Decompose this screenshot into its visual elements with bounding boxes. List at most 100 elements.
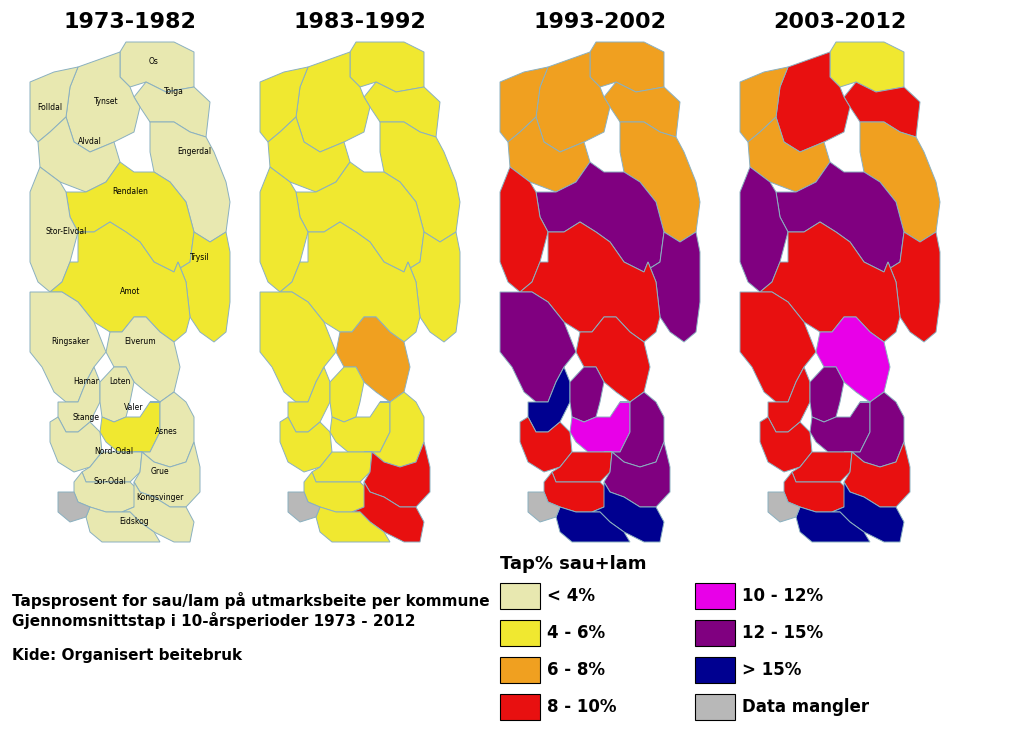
Polygon shape [508,117,590,192]
Polygon shape [604,392,664,467]
Polygon shape [590,42,664,92]
Text: Grue: Grue [151,467,169,476]
Text: 8 - 10%: 8 - 10% [547,698,616,716]
Polygon shape [58,492,90,522]
Text: Stor-Elvdal: Stor-Elvdal [45,228,87,237]
Polygon shape [792,452,852,482]
Text: 1973-1982: 1973-1982 [63,12,197,32]
Polygon shape [740,67,788,142]
Polygon shape [122,482,194,542]
Polygon shape [796,507,870,542]
Polygon shape [844,392,904,467]
Polygon shape [134,442,200,507]
Polygon shape [528,492,560,522]
Polygon shape [544,472,610,512]
Polygon shape [592,482,664,542]
Polygon shape [760,222,900,342]
Bar [500,694,540,720]
Polygon shape [844,82,920,137]
Polygon shape [644,232,700,342]
Text: Alvdal: Alvdal [78,138,102,147]
Polygon shape [740,292,816,402]
Text: Hamar: Hamar [73,377,99,386]
Bar [500,620,540,646]
Text: Data mangler: Data mangler [742,698,869,716]
Text: Kongsvinger: Kongsvinger [136,493,183,501]
Polygon shape [296,162,424,272]
Polygon shape [500,292,575,402]
Text: 6 - 8%: 6 - 8% [547,661,605,679]
Text: Tolga: Tolga [164,88,184,97]
Text: Tynset: Tynset [93,97,119,106]
Text: Engerdal: Engerdal [177,147,211,156]
Polygon shape [350,42,424,92]
Polygon shape [500,67,548,142]
Polygon shape [620,122,700,242]
Polygon shape [280,222,420,342]
Bar [500,657,540,683]
Text: Rendalen: Rendalen [112,187,147,196]
Polygon shape [316,507,390,542]
Polygon shape [810,367,844,422]
Polygon shape [604,82,680,137]
Text: 12 - 15%: 12 - 15% [742,624,823,642]
Polygon shape [830,42,904,92]
Polygon shape [816,317,890,402]
Polygon shape [570,402,630,452]
Polygon shape [50,222,190,342]
Polygon shape [260,292,336,402]
Polygon shape [352,482,424,542]
Text: Kide: Organisert beitebruk: Kide: Organisert beitebruk [12,648,242,663]
Polygon shape [134,392,194,467]
Polygon shape [575,317,650,402]
Polygon shape [552,452,612,482]
Polygon shape [134,82,210,137]
Text: 2003-2012: 2003-2012 [773,12,906,32]
Text: Stange: Stange [73,412,99,422]
Polygon shape [520,417,572,472]
Text: Trysil: Trysil [190,252,210,261]
Text: Asnes: Asnes [155,428,177,437]
Polygon shape [100,367,134,422]
Polygon shape [528,367,570,432]
Polygon shape [776,162,904,272]
Polygon shape [810,402,870,452]
Polygon shape [364,82,440,137]
Text: 10 - 12%: 10 - 12% [742,587,823,605]
Polygon shape [268,117,350,192]
Polygon shape [364,442,430,507]
Bar [695,583,735,609]
Text: Elverum: Elverum [124,338,156,347]
Polygon shape [740,167,788,292]
Bar [695,694,735,720]
Polygon shape [520,222,660,342]
Bar [695,657,735,683]
Polygon shape [404,232,460,342]
Polygon shape [500,167,548,292]
Polygon shape [66,52,140,152]
Polygon shape [100,402,160,452]
Polygon shape [604,442,670,507]
Polygon shape [288,492,319,522]
Polygon shape [304,472,370,512]
Polygon shape [380,122,460,242]
Text: Sor-Odal: Sor-Odal [93,478,126,487]
Polygon shape [364,392,424,467]
Text: Tap% sau+lam: Tap% sau+lam [500,555,646,573]
Text: Valer: Valer [124,403,143,411]
Polygon shape [120,42,194,92]
Text: 4 - 6%: 4 - 6% [547,624,605,642]
Polygon shape [330,402,390,452]
Polygon shape [296,52,370,152]
Polygon shape [288,367,330,432]
Polygon shape [280,417,332,472]
Text: 1993-2002: 1993-2002 [534,12,667,32]
Polygon shape [74,472,140,512]
Polygon shape [330,367,364,422]
Polygon shape [768,367,810,432]
Polygon shape [58,367,100,432]
Polygon shape [556,507,630,542]
Polygon shape [50,417,102,472]
Polygon shape [38,117,120,192]
Text: Os: Os [150,57,159,66]
